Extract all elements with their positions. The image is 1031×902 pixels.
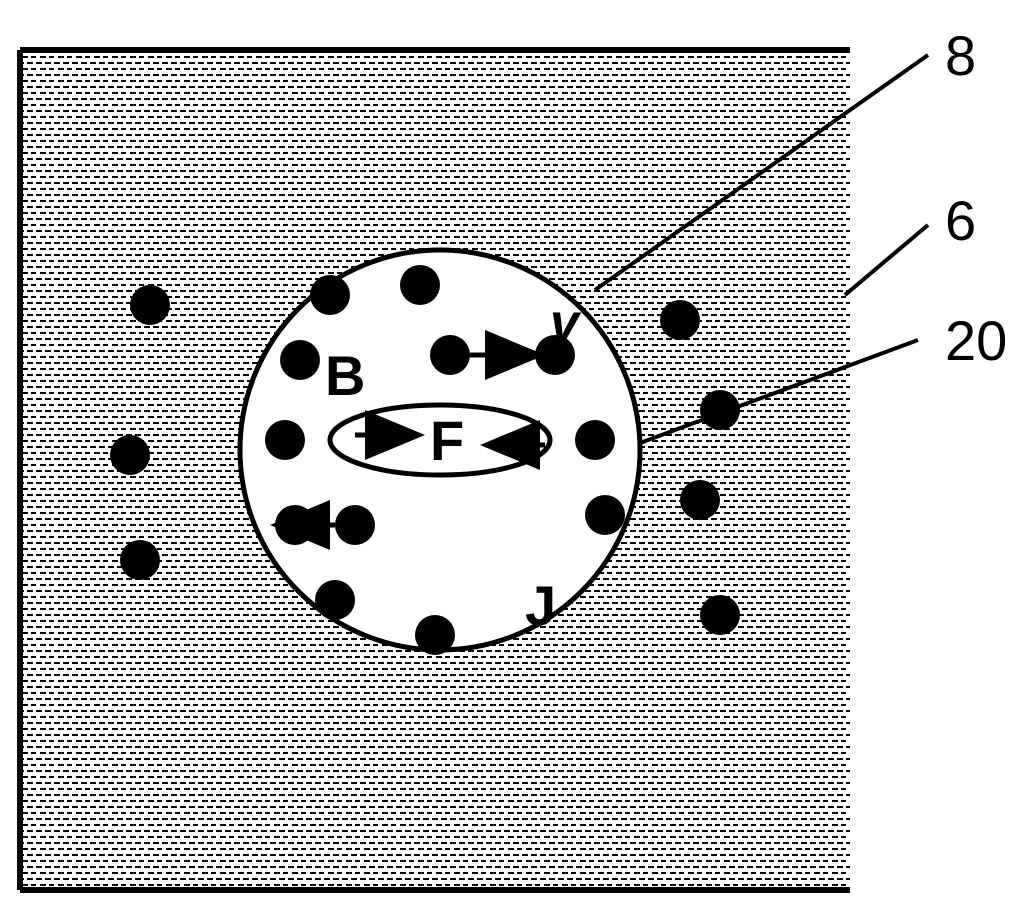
particle-dot-outside [130, 285, 170, 325]
particle-dot-outside [660, 300, 700, 340]
particle-dot-inside [265, 420, 305, 460]
particle-dot-outside [700, 595, 740, 635]
particle-dot-inside [280, 340, 320, 380]
callout-6-label: 6 [945, 189, 976, 252]
particle-dot-inside [575, 420, 615, 460]
particle-dot-inside [585, 495, 625, 535]
particle-dot-inside [415, 615, 455, 655]
particle-dot-outside [680, 480, 720, 520]
label-J: J [525, 574, 556, 637]
label-v: v [550, 294, 582, 352]
particle-dot-inside [335, 505, 375, 545]
physics-diagram: Bv F J 8 6 20 [0, 0, 1031, 902]
particle-dot-outside [120, 540, 160, 580]
callout-20-label: 20 [945, 309, 1007, 372]
diagram-svg: Bv F J 8 6 20 [0, 0, 1031, 902]
label-B: B [325, 344, 365, 407]
callout-6-leader [845, 225, 928, 295]
particle-dot-inside [315, 580, 355, 620]
particle-dot-inside [430, 335, 470, 375]
particle-dot-outside [110, 435, 150, 475]
particle-dot-inside [310, 275, 350, 315]
particle-dot-inside [400, 265, 440, 305]
callout-8-label: 8 [945, 24, 976, 87]
label-F: F [430, 409, 464, 472]
